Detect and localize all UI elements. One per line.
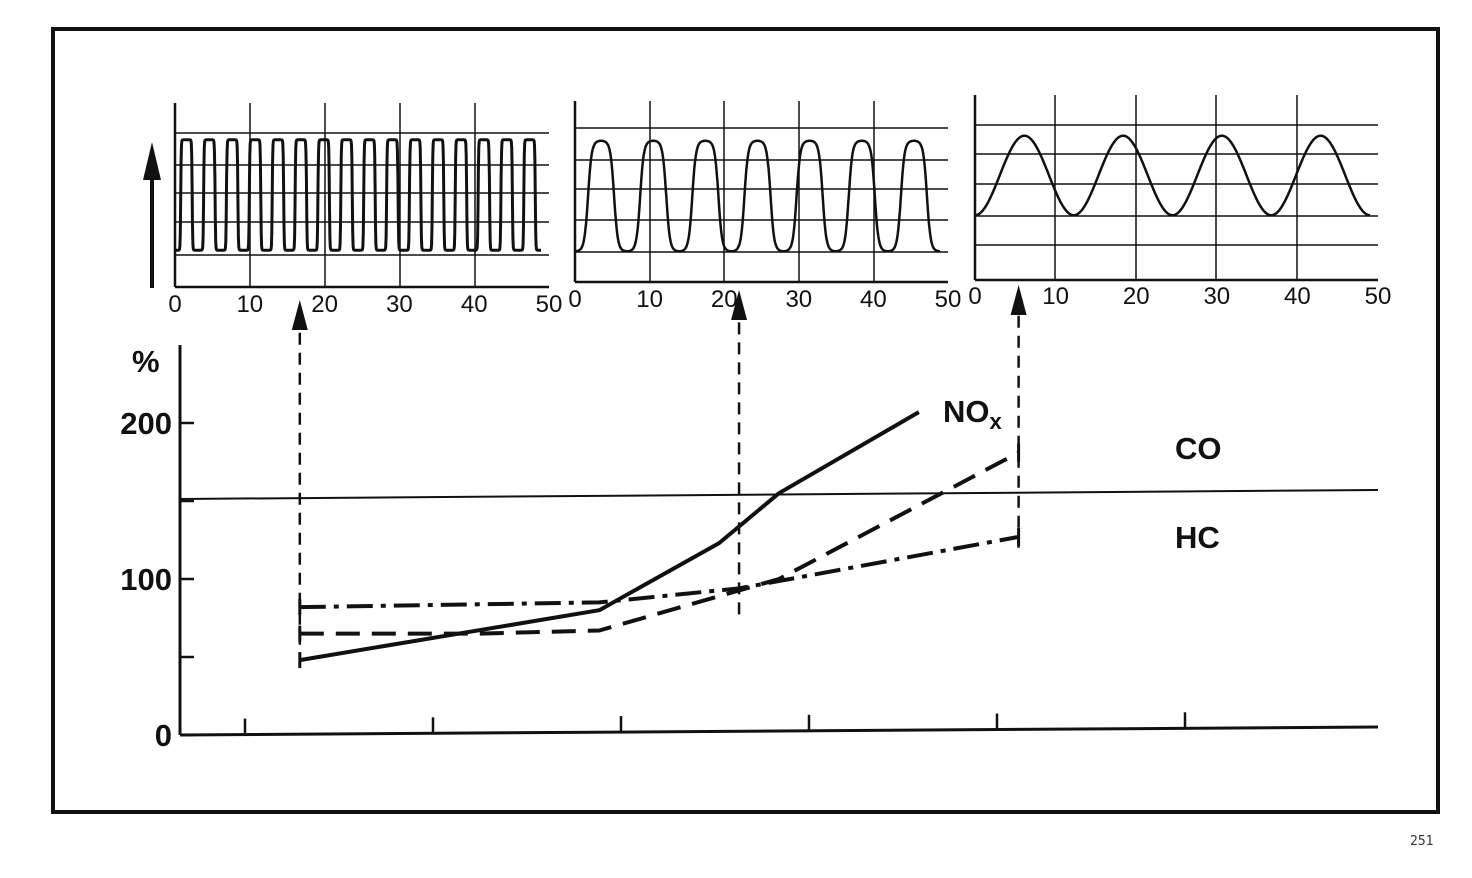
- main-y-tick-label: 200: [120, 406, 172, 441]
- waveform-panel-left: 0 10 20 30 40 50: [143, 103, 562, 318]
- panel-x-tick-label: 0: [568, 286, 581, 313]
- series-line-co: [299, 450, 1020, 636]
- guide-arrow-head: [731, 290, 748, 320]
- panel-waveform: [173, 138, 543, 252]
- guide-arrow-head: [1010, 285, 1027, 315]
- waveform-panel-right: 0 10 20 30 40 50: [968, 95, 1391, 310]
- main-y-tick-label: 0: [155, 718, 172, 753]
- panel-x-tick-label: 10: [636, 286, 663, 313]
- main-y-tick-label: 100: [120, 562, 172, 597]
- panel-x-tick-label: 30: [785, 286, 812, 313]
- series-label-co: CO: [1175, 431, 1222, 466]
- panel-waveform: [574, 139, 941, 253]
- series-label-nox: NOx: [943, 394, 1003, 434]
- figure-frame: [51, 27, 1440, 814]
- panel-x-tick-label: 50: [536, 291, 563, 318]
- y-axis-unit-label: %: [132, 344, 160, 379]
- panel-x-tick-label: 30: [1203, 283, 1230, 310]
- panel-x-tick-label: 10: [236, 291, 263, 318]
- page-number: 251: [1410, 834, 1433, 849]
- y-axis-arrow-head: [143, 142, 161, 180]
- waveform-panel-middle: 0 10 20 30 40 50: [568, 101, 961, 313]
- series-label-nox-main: NO: [943, 394, 990, 429]
- series-group: [298, 410, 1021, 669]
- arrow-guides: [291, 285, 1027, 665]
- panel-x-tick-label: 50: [935, 286, 962, 313]
- series-line-hc: [299, 534, 1019, 610]
- panel-x-tick-label: 20: [1123, 283, 1150, 310]
- panel-x-tick-label: 40: [1284, 283, 1311, 310]
- panel-x-tick-label: 10: [1042, 283, 1069, 310]
- panel-x-tick-label: 40: [860, 286, 887, 313]
- panel-x-tick-label: 30: [386, 291, 413, 318]
- panel-waveform: [974, 134, 1371, 217]
- panel-x-tick-label: 40: [461, 291, 488, 318]
- panel-x-tick-label: 50: [1365, 283, 1392, 310]
- series-line-nox: [299, 410, 920, 663]
- panel-x-tick-label: 0: [168, 291, 181, 318]
- guide-arrow-head: [291, 300, 308, 330]
- series-label-nox-sub: x: [990, 409, 1003, 434]
- panel-x-tick-label: 20: [711, 286, 738, 313]
- main-x-axis: [179, 725, 1379, 737]
- series-label-hc: HC: [1175, 520, 1220, 555]
- panel-x-tick-label: 20: [311, 291, 338, 318]
- panel-x-tick-label: 0: [968, 283, 981, 310]
